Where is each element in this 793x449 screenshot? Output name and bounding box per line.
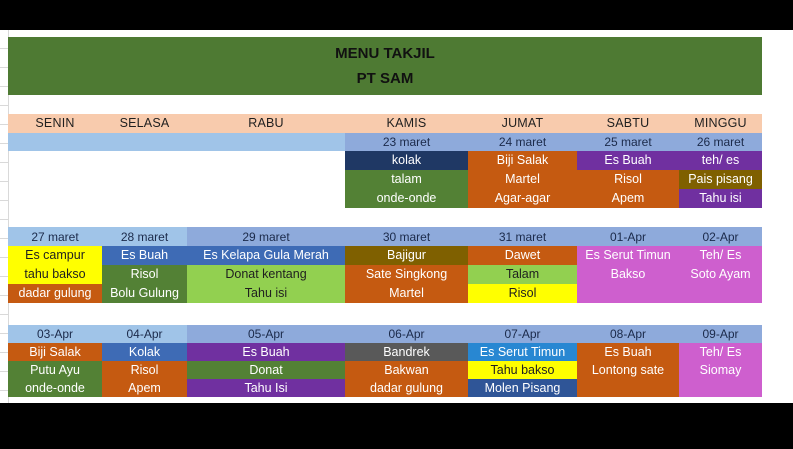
menu-cell[interactable]: Sate Singkong bbox=[345, 265, 468, 284]
menu-cell[interactable] bbox=[577, 379, 679, 397]
menu-cell[interactable]: Martel bbox=[468, 170, 577, 189]
date-cell[interactable]: 27 maret bbox=[8, 227, 102, 246]
menu-cell[interactable]: Kolak bbox=[102, 343, 187, 361]
day-header-selasa[interactable]: SELASA bbox=[119, 116, 170, 131]
date-cell[interactable]: 05-Apr bbox=[187, 325, 345, 343]
day-header-row bbox=[8, 114, 762, 133]
menu-cell[interactable]: tahu bakso bbox=[8, 265, 102, 284]
day-header-sabtu[interactable]: SABTU bbox=[606, 116, 650, 131]
day-header-rabu[interactable]: RABU bbox=[248, 116, 284, 131]
menu-cell[interactable]: Risol bbox=[102, 265, 187, 284]
date-cell[interactable]: 02-Apr bbox=[679, 227, 762, 246]
menu-cell[interactable]: Martel bbox=[345, 284, 468, 303]
menu-cell[interactable] bbox=[679, 379, 762, 397]
day-header-minggu[interactable]: MINGGU bbox=[694, 116, 747, 131]
menu-cell[interactable]: Es Buah bbox=[577, 343, 679, 361]
menu-cell[interactable]: Es campur bbox=[8, 246, 102, 265]
menu-cell[interactable]: Lontong sate bbox=[577, 361, 679, 379]
date-cell[interactable]: 23 maret bbox=[345, 133, 468, 151]
menu-cell[interactable]: Bajigur bbox=[345, 246, 468, 265]
menu-cell[interactable]: Biji Salak bbox=[8, 343, 102, 361]
menu-cell[interactable]: Putu Ayu bbox=[8, 361, 102, 379]
menu-cell[interactable]: Donat kentang bbox=[187, 265, 345, 284]
date-cell[interactable]: 29 maret bbox=[187, 227, 345, 246]
date-cell[interactable]: 07-Apr bbox=[468, 325, 577, 343]
date-cell[interactable] bbox=[8, 133, 102, 151]
menu-cell[interactable]: dadar gulung bbox=[8, 284, 102, 303]
menu-cell[interactable]: Risol bbox=[102, 361, 187, 379]
menu-cell[interactable]: Tahu Isi bbox=[187, 379, 345, 397]
menu-cell[interactable]: Agar-agar bbox=[468, 189, 577, 208]
menu-cell[interactable]: Biji Salak bbox=[468, 151, 577, 170]
menu-cell[interactable]: Apem bbox=[102, 379, 187, 397]
menu-cell[interactable]: Bandrek bbox=[345, 343, 468, 361]
date-cell[interactable]: 31 maret bbox=[468, 227, 577, 246]
menu-cell[interactable]: Es Serut Timun bbox=[468, 343, 577, 361]
menu-cell[interactable]: Es Serut Timun bbox=[577, 246, 679, 265]
menu-cell[interactable]: Es Buah bbox=[187, 343, 345, 361]
date-cell[interactable]: 04-Apr bbox=[102, 325, 187, 343]
date-cell[interactable]: 09-Apr bbox=[679, 325, 762, 343]
menu-cell[interactable]: kolak bbox=[345, 151, 468, 170]
menu-cell[interactable]: Tahu bakso bbox=[468, 361, 577, 379]
day-header-senin[interactable]: SENIN bbox=[35, 116, 75, 131]
menu-cell[interactable]: Teh/ Es bbox=[679, 246, 762, 265]
menu-cell[interactable]: Es Buah bbox=[577, 151, 679, 170]
date-cell[interactable]: 24 maret bbox=[468, 133, 577, 151]
menu-cell[interactable]: Pais pisang bbox=[679, 170, 762, 189]
menu-cell[interactable]: Tahu isi bbox=[679, 189, 762, 208]
menu-cell[interactable]: Bolu Gulung bbox=[102, 284, 187, 303]
menu-cell[interactable]: Es Buah bbox=[102, 246, 187, 265]
menu-cell[interactable]: Donat bbox=[187, 361, 345, 379]
menu-cell[interactable]: Siomay bbox=[679, 361, 762, 379]
day-header-jumat[interactable]: JUMAT bbox=[501, 116, 544, 131]
menu-cell[interactable]: talam bbox=[345, 170, 468, 189]
menu-cell[interactable] bbox=[679, 284, 762, 303]
day-header-kamis[interactable]: KAMIS bbox=[386, 116, 427, 131]
menu-cell[interactable]: Teh/ Es bbox=[679, 343, 762, 361]
date-cell[interactable]: 03-Apr bbox=[8, 325, 102, 343]
sheet-left-margin bbox=[0, 30, 9, 403]
date-cell[interactable]: 25 maret bbox=[577, 133, 679, 151]
menu-cell[interactable]: Dawet bbox=[468, 246, 577, 265]
date-cell[interactable]: 28 maret bbox=[102, 227, 187, 246]
date-cell[interactable]: 30 maret bbox=[345, 227, 468, 246]
menu-cell[interactable]: onde-onde bbox=[8, 379, 102, 397]
date-cell[interactable]: 01-Apr bbox=[577, 227, 679, 246]
title-line-1: MENU TAKJIL bbox=[335, 45, 435, 62]
menu-cell[interactable]: onde-onde bbox=[345, 189, 468, 208]
letterbox-top bbox=[0, 0, 793, 30]
menu-cell[interactable]: Risol bbox=[468, 284, 577, 303]
menu-cell[interactable]: dadar gulung bbox=[345, 379, 468, 397]
menu-cell[interactable]: Bakso bbox=[577, 265, 679, 284]
menu-cell[interactable]: Molen Pisang bbox=[468, 379, 577, 397]
menu-cell[interactable] bbox=[577, 284, 679, 303]
date-cell[interactable]: 08-Apr bbox=[577, 325, 679, 343]
menu-cell[interactable]: teh/ es bbox=[679, 151, 762, 170]
menu-cell[interactable]: Apem bbox=[577, 189, 679, 208]
menu-cell[interactable]: Tahu isi bbox=[187, 284, 345, 303]
menu-cell[interactable]: Es Kelapa Gula Merah bbox=[187, 246, 345, 265]
date-cell[interactable]: 26 maret bbox=[679, 133, 762, 151]
letterbox-bottom bbox=[0, 403, 793, 449]
date-cell[interactable]: 06-Apr bbox=[345, 325, 468, 343]
menu-cell[interactable]: Soto Ayam bbox=[679, 265, 762, 284]
menu-cell[interactable]: Bakwan bbox=[345, 361, 468, 379]
title-line-2: PT SAM bbox=[356, 70, 414, 87]
title-banner-cell[interactable]: MENU TAKJIL PT SAM bbox=[8, 37, 762, 95]
menu-cell[interactable]: Talam bbox=[468, 265, 577, 284]
date-cell[interactable] bbox=[187, 133, 345, 151]
menu-cell[interactable]: Risol bbox=[577, 170, 679, 189]
date-cell[interactable] bbox=[102, 133, 187, 151]
